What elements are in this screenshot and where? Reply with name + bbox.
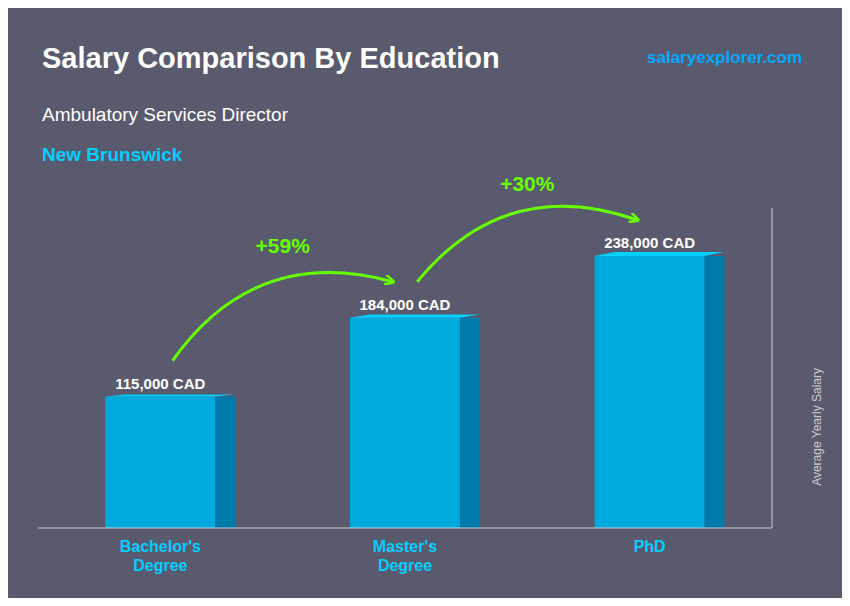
svg-text:+59%: +59%: [256, 234, 311, 257]
svg-text:115,000 CAD: 115,000 CAD: [115, 375, 205, 392]
svg-text:+30%: +30%: [500, 172, 555, 195]
svg-text:Average Yearly Salary: Average Yearly Salary: [810, 368, 824, 486]
svg-text:Master'sDegree: Master'sDegree: [373, 538, 437, 574]
svg-text:238,000 CAD: 238,000 CAD: [604, 234, 695, 251]
html-text:Ambulatory Services Director: Ambulatory Services Director: [42, 104, 288, 125]
html-text:New Brunswick: New Brunswick: [42, 144, 183, 165]
svg-text:Bachelor'sDegree: Bachelor'sDegree: [120, 538, 201, 574]
html-text:Salary Comparison By Education: Salary Comparison By Education: [42, 42, 500, 74]
html-text:salaryexplorer.com: salaryexplorer.com: [647, 48, 802, 67]
svg-text:PhD: PhD: [634, 538, 666, 555]
svg-text:184,000 CAD: 184,000 CAD: [360, 296, 451, 313]
